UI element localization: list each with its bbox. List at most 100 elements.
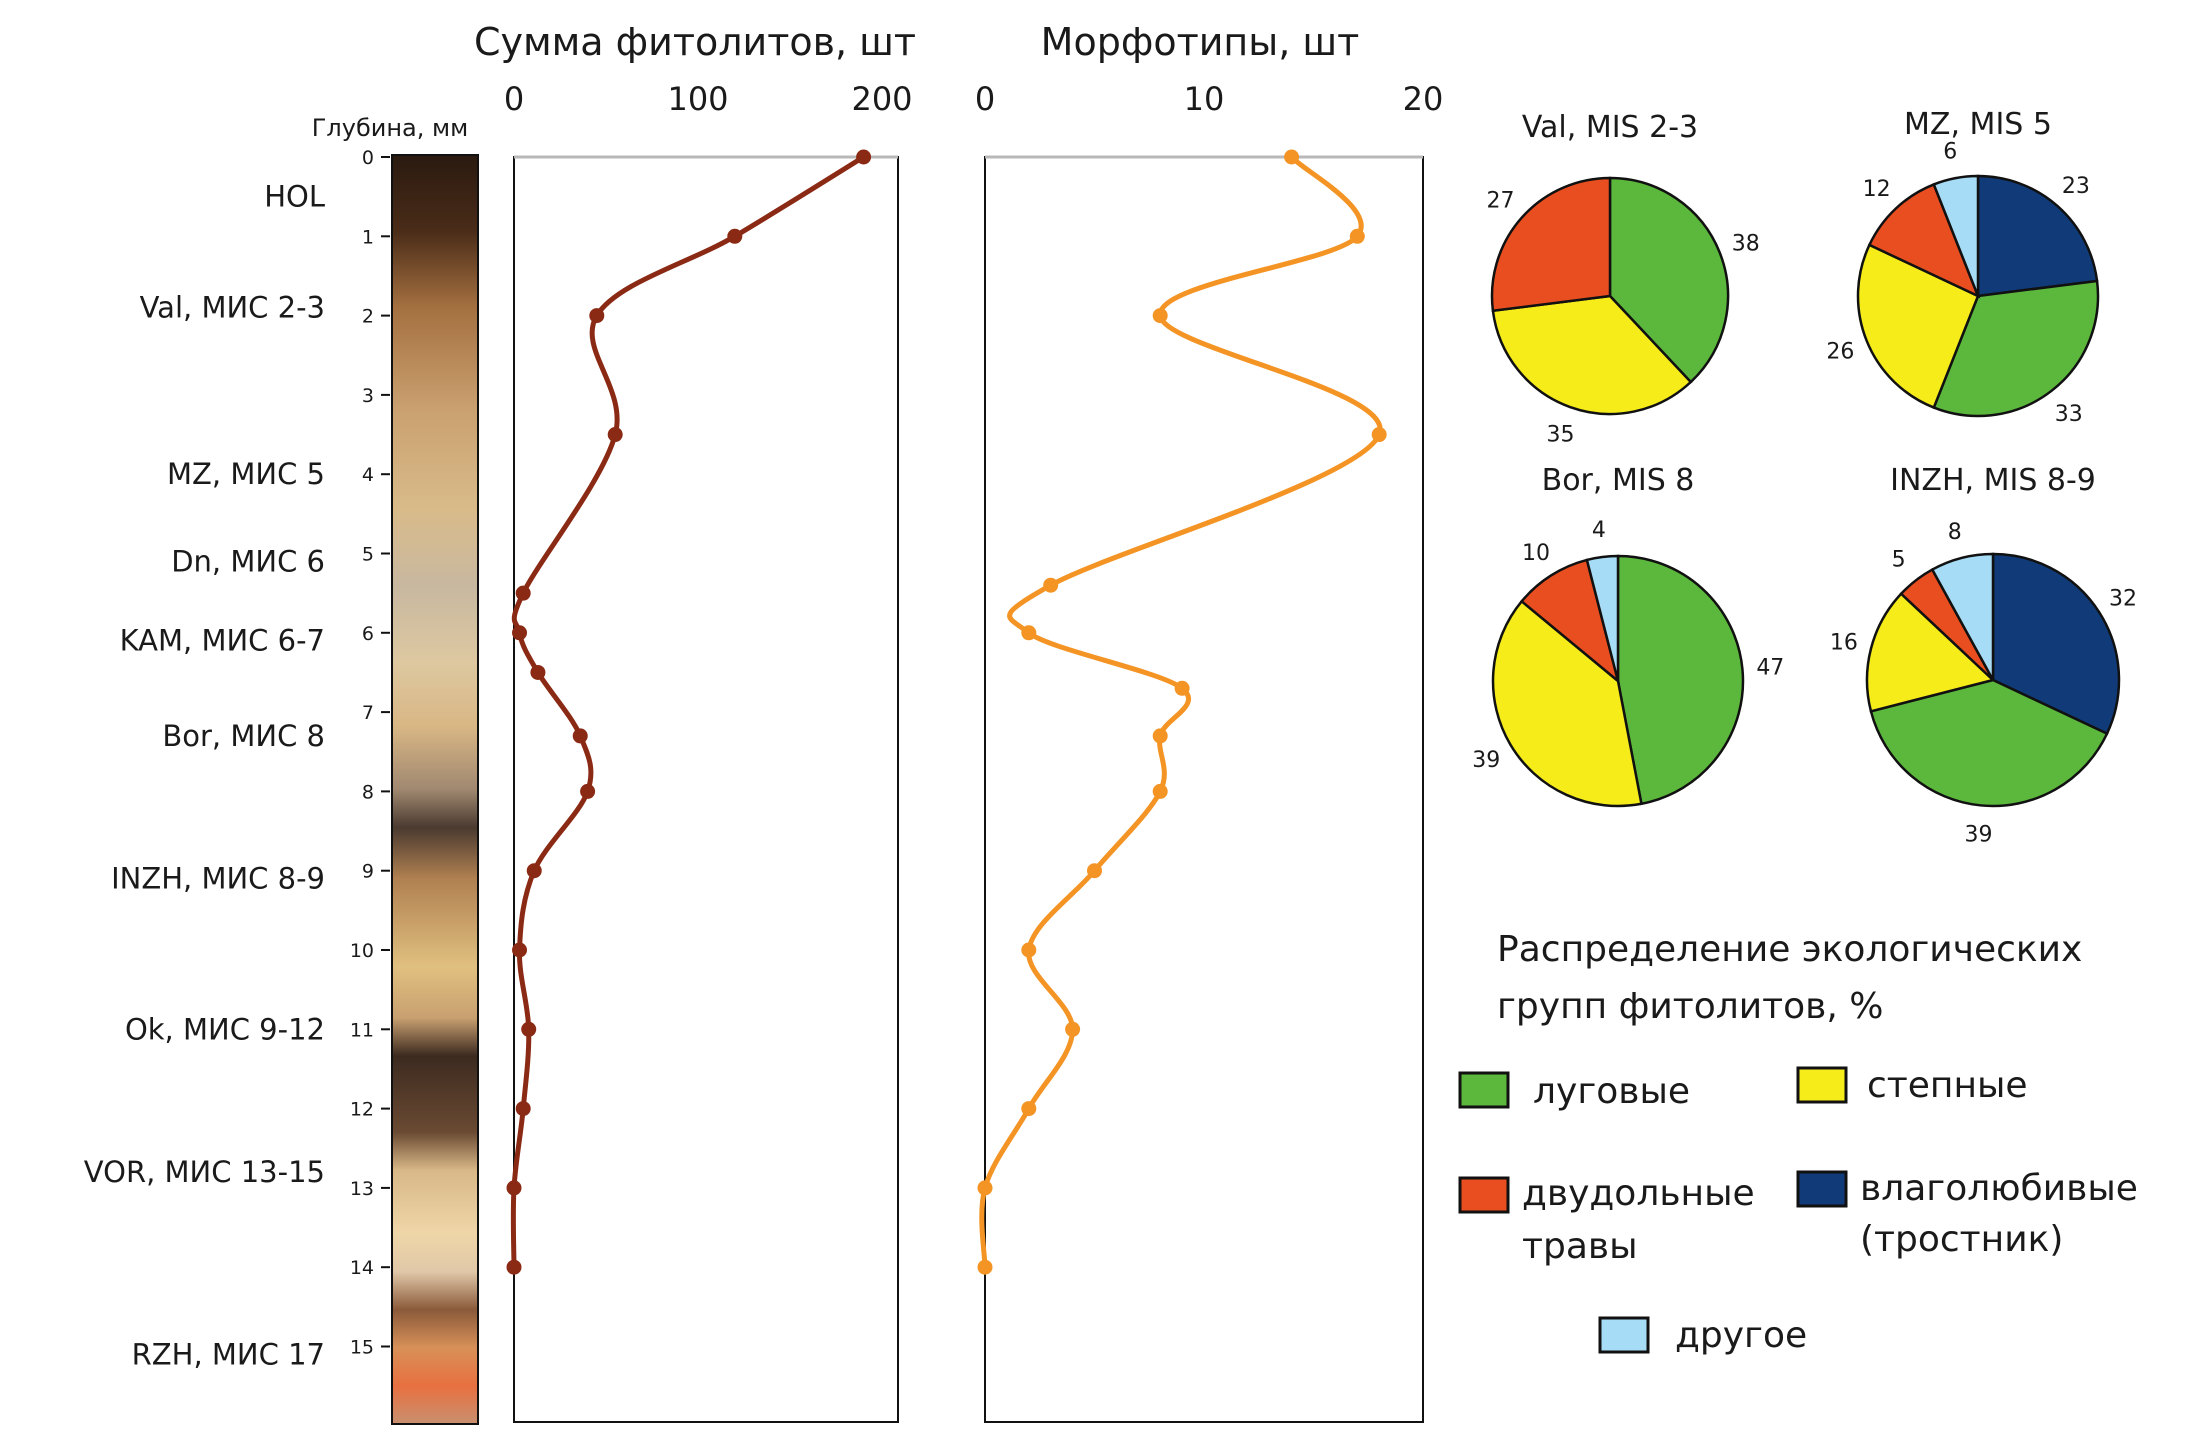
depth-tick-label: 8 <box>362 781 374 803</box>
sum-data-point <box>512 625 528 641</box>
legend-swatch-steppe <box>1796 1066 1848 1104</box>
morph-series-line <box>979 155 1383 1268</box>
horizon-labels: HOL Val, МИС 2-3 MZ, МИС 5 Dn, МИС 6 KAM, МИ… <box>84 180 325 1372</box>
sum-data-point <box>506 1259 522 1275</box>
sum-data-point <box>856 149 872 165</box>
pie-value-label: 47 <box>1756 656 1784 681</box>
depth-tick-label: 1 <box>362 226 374 248</box>
sum-data-point <box>572 728 588 744</box>
depth-tick-label: 13 <box>350 1178 374 1200</box>
legend-title-line2: групп фитолитов, % <box>1497 986 1883 1027</box>
legend-label-dicot-line1: двудольные <box>1522 1173 1755 1214</box>
pie-slice-dicot <box>1867 182 1981 299</box>
pie-slice-hygro <box>1991 552 2121 736</box>
morph-data-point <box>977 1259 993 1275</box>
pie-value-label: 35 <box>1547 422 1575 447</box>
horizon-label: INZH, МИС 8-9 <box>111 862 325 896</box>
pie-value-label: 8 <box>1948 520 1962 545</box>
pie-value-label: 26 <box>1826 339 1854 364</box>
morph-data-point <box>1152 308 1168 324</box>
legend-swatch-meadow <box>1458 1071 1510 1109</box>
pie-value-label: 12 <box>1863 177 1891 202</box>
depth-tick-label: 7 <box>362 702 374 724</box>
morph-data-point <box>1021 1101 1037 1117</box>
horizon-label: VOR, МИС 13-15 <box>84 1155 325 1189</box>
morph-x-tick-label: 10 <box>1184 80 1225 118</box>
morph-series-points <box>977 149 1387 1275</box>
horizon-label: Dn, МИС 6 <box>171 544 325 578</box>
depth-tick-label: 4 <box>362 464 374 486</box>
pie-slice-dicot <box>1490 176 1612 313</box>
depth-tick-label: 3 <box>362 385 374 407</box>
legend: Распределение экологических групп фитоли… <box>1458 929 2138 1356</box>
pie-title: Val, MIS 2-3 <box>1522 110 1698 145</box>
depth-tick-label: 15 <box>350 1337 374 1359</box>
sum-phytoliths-chart: Сумма фитолитов, шт 0 100 200 <box>474 20 916 1423</box>
morph-data-point <box>1349 228 1365 244</box>
sum-data-point <box>526 863 542 879</box>
morph-chart-title: Морфотипы, шт <box>1041 20 1360 64</box>
morph-data-point <box>1284 149 1300 165</box>
pie-value-label: 6 <box>1943 140 1957 165</box>
depth-tick-label: 6 <box>362 623 374 645</box>
pie-slice-steppe <box>1491 599 1643 808</box>
depth-axis-title: Глубина, мм <box>312 114 468 142</box>
horizon-label: Val, МИС 2-3 <box>140 291 325 325</box>
legend-label-hygro-line2: (тростник) <box>1860 1219 2063 1260</box>
legend-swatch-dicot <box>1458 1176 1510 1214</box>
depth-tick-label: 2 <box>362 306 374 328</box>
morph-x-tick-label: 20 <box>1403 80 1444 118</box>
pie-value-label: 39 <box>1472 748 1500 773</box>
depth-tick-label: 14 <box>350 1257 374 1279</box>
depth-tick-label: 5 <box>362 544 374 566</box>
morph-data-point <box>1152 728 1168 744</box>
horizon-label: RZH, МИС 17 <box>132 1337 325 1371</box>
sum-x-tick-label: 0 <box>504 80 524 118</box>
pie-value-label: 4 <box>1592 518 1606 543</box>
horizon-label: HOL <box>264 180 325 214</box>
pie-value-label: 27 <box>1486 188 1514 213</box>
sum-chart-title: Сумма фитолитов, шт <box>474 20 916 64</box>
pie-slice-meadow <box>1608 176 1730 384</box>
sum-data-point <box>607 427 623 443</box>
pie-slice-steppe <box>1865 591 1996 713</box>
depth-tick-label: 0 <box>362 147 374 169</box>
depth-tick-label: 10 <box>350 940 374 962</box>
legend-label-hygro-line1: влаголюбивые <box>1860 1168 2138 1209</box>
sum-data-point <box>506 1180 522 1196</box>
legend-label-steppe: степные <box>1867 1065 2028 1106</box>
morph-data-point <box>1174 680 1190 696</box>
pie-charts: Val, MIS 2-3 38 35 27 MZ, MIS 5 23 33 26 12 6 Bor,… <box>1472 107 2137 847</box>
horizon-label: KAM, МИС 6-7 <box>120 624 325 658</box>
horizon-label: MZ, МИС 5 <box>167 457 325 491</box>
pie-slice-meadow <box>1869 678 2109 808</box>
sum-data-point <box>515 1101 531 1117</box>
sum-data-point <box>589 308 605 324</box>
pie-slice-meadow <box>1616 554 1745 806</box>
pie-value-label: 16 <box>1830 631 1858 656</box>
pie-slice-hygro <box>1976 174 2099 298</box>
sum-series-points <box>506 149 872 1275</box>
pie-value-label: 38 <box>1732 231 1760 256</box>
sum-x-ticks: 0 100 200 <box>504 80 913 118</box>
sum-x-tick-label: 200 <box>851 80 912 118</box>
legend-swatch-other <box>1598 1316 1650 1354</box>
legend-swatch-hygro <box>1796 1170 1848 1208</box>
legend-label-dicot-line2: травы <box>1522 1226 1638 1267</box>
pie-value-label: 32 <box>2109 586 2137 611</box>
pie-title: INZH, MIS 8-9 <box>1890 463 2096 498</box>
morph-data-point <box>1021 942 1037 958</box>
sum-data-point <box>512 942 528 958</box>
pie-slice-other <box>1585 554 1620 682</box>
morph-data-point <box>1065 1021 1081 1037</box>
pie-slice-meadow <box>1932 279 2100 418</box>
depth-tick-label: 12 <box>350 1099 374 1121</box>
sum-data-point <box>521 1021 537 1037</box>
morph-x-tick-label: 0 <box>975 80 995 118</box>
pie-slice-steppe <box>1491 294 1693 416</box>
sum-data-point <box>727 228 743 244</box>
legend-label-other: другое <box>1675 1315 1807 1356</box>
